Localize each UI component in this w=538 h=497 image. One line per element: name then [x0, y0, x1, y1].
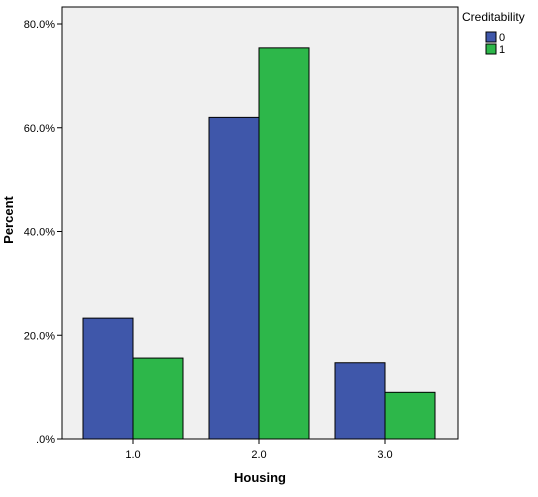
legend-label: 1 — [499, 44, 505, 56]
bars — [82, 47, 436, 440]
legend: Creditability 01 — [462, 10, 525, 56]
y-tick-label: .0% — [36, 434, 55, 446]
bar-1-1.0 — [132, 357, 184, 440]
y-axis: .0% 20.0% 40.0% 60.0% 80.0% — [24, 19, 62, 446]
y-tick-label: 40.0% — [24, 227, 55, 239]
x-axis: 1.0 2.0 3.0 — [125, 439, 393, 461]
legend-label: 0 — [499, 32, 505, 44]
bar-0-2.0 — [208, 116, 260, 440]
y-tick-label: 60.0% — [24, 123, 55, 135]
legend-title: Creditability — [462, 10, 525, 24]
x-tick-label: 2.0 — [251, 449, 266, 461]
legend-swatch-0 — [485, 31, 497, 43]
y-axis-title: Percent — [1, 195, 16, 243]
x-tick-label: 1.0 — [125, 449, 140, 461]
x-axis-title: Housing — [234, 470, 286, 485]
bar-1-3.0 — [384, 391, 436, 440]
bar-1-2.0 — [258, 47, 310, 440]
y-tick-label: 20.0% — [24, 330, 55, 342]
bar-0-1.0 — [82, 317, 134, 440]
bar-0-3.0 — [334, 362, 386, 440]
legend-swatch-1 — [485, 43, 497, 55]
y-tick-label: 80.0% — [24, 19, 55, 31]
x-tick-label: 3.0 — [377, 449, 392, 461]
